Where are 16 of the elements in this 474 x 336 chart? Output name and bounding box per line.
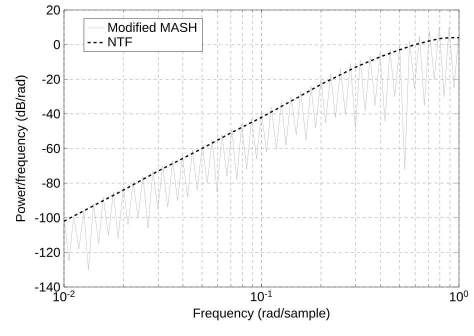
y-tick-label: -60 (42, 144, 60, 154)
y-tick-label: -80 (42, 178, 60, 188)
y-tick-label: 20 (46, 5, 60, 15)
y-tick-label: -40 (42, 109, 60, 118)
x-axis-title: Frequency (rad/sample) (194, 308, 330, 320)
legend-label: NTF (108, 37, 132, 46)
y-tick-label: -100 (35, 213, 60, 222)
legend-label: Modified MASH (108, 22, 196, 32)
y-tick-label: -140 (35, 282, 60, 292)
y-tick-label: -20 (42, 74, 60, 84)
y-tick-label: 0 (54, 40, 60, 50)
x-tick-label: 10$^{-1}$ (251, 290, 272, 302)
y-axis-title: Power/frequency (dB/rad) (16, 76, 28, 222)
x-tick-label: 10$^{-2}$ (53, 290, 75, 302)
y-tick-label: -120 (35, 248, 60, 257)
x-tick-label: 10$^{0}$ (450, 290, 468, 302)
